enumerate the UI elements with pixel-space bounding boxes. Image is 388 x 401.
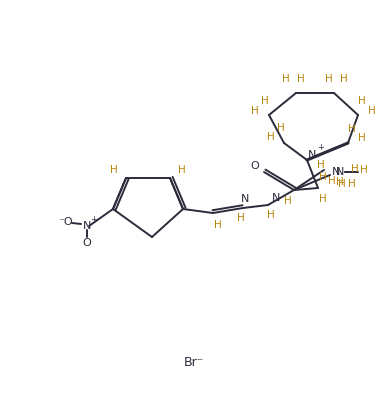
Text: N: N xyxy=(336,167,344,177)
Text: O: O xyxy=(83,238,92,248)
Text: ⁻O: ⁻O xyxy=(59,217,73,227)
Text: H: H xyxy=(110,165,118,175)
Text: H: H xyxy=(325,74,333,84)
Text: H: H xyxy=(178,165,186,175)
Text: H: H xyxy=(336,177,344,187)
Text: H: H xyxy=(267,132,275,142)
Text: H: H xyxy=(348,124,356,134)
Text: H: H xyxy=(319,172,327,182)
Text: H: H xyxy=(277,123,285,133)
Text: H: H xyxy=(317,160,325,170)
Text: +: + xyxy=(317,144,324,152)
Text: H: H xyxy=(214,220,222,230)
Text: H: H xyxy=(348,179,356,189)
Text: H: H xyxy=(297,74,305,84)
Text: H: H xyxy=(340,74,348,84)
Text: H: H xyxy=(338,179,346,189)
Text: H: H xyxy=(319,194,327,204)
Text: N: N xyxy=(241,194,249,204)
Text: N: N xyxy=(308,150,316,160)
Text: H: H xyxy=(368,106,376,116)
Text: Br⁻: Br⁻ xyxy=(184,356,204,369)
Text: H: H xyxy=(282,74,290,84)
Text: H: H xyxy=(351,164,359,174)
Text: H: H xyxy=(284,196,292,206)
Text: H: H xyxy=(358,96,366,106)
Text: H: H xyxy=(328,176,336,186)
Text: H: H xyxy=(251,106,259,116)
Text: N: N xyxy=(272,193,280,203)
Text: O: O xyxy=(251,161,259,171)
Text: H: H xyxy=(237,213,245,223)
Text: H: H xyxy=(267,210,275,220)
Text: H: H xyxy=(358,133,366,143)
Text: H: H xyxy=(261,96,269,106)
Text: N: N xyxy=(83,221,91,231)
Text: +: + xyxy=(90,215,97,225)
Text: H: H xyxy=(360,165,368,175)
Text: N: N xyxy=(332,167,340,177)
